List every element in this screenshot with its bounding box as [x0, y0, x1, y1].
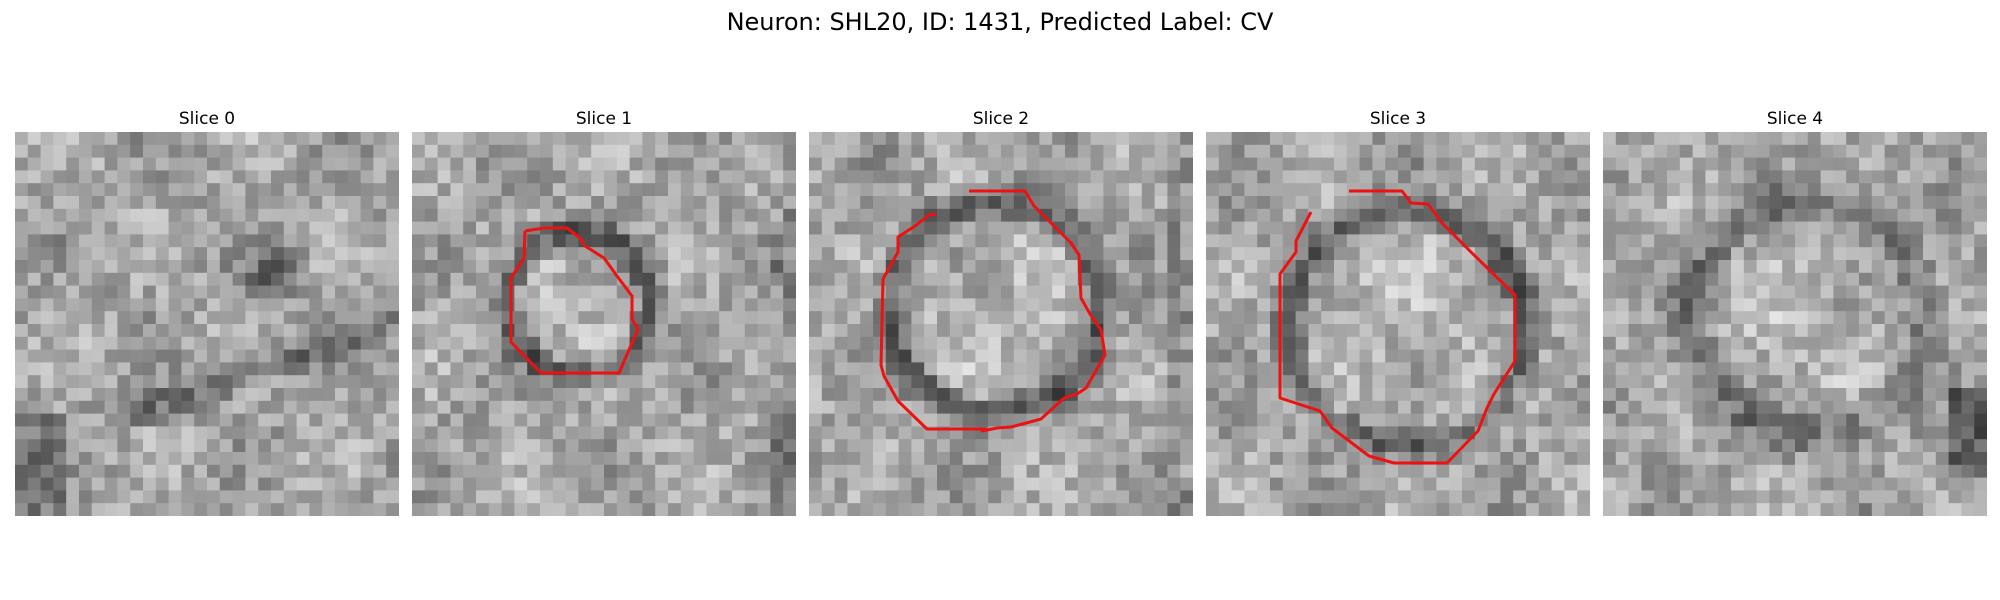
slice-panel-3: Slice 3 — [1206, 108, 1590, 516]
segmentation-contour — [1278, 189, 1517, 465]
pixel-grid — [1603, 132, 1987, 516]
slice-image — [809, 132, 1193, 516]
pixel-grid — [15, 132, 399, 516]
segmentation-contour — [879, 189, 1107, 433]
slice-title: Slice 4 — [1766, 109, 1824, 129]
slice-title: Slice 2 — [972, 109, 1030, 129]
slice-title: Slice 3 — [1369, 109, 1427, 129]
figure-title: Neuron: SHL20, ID: 1431, Predicted Label… — [726, 8, 1274, 36]
slice-panel-2: Slice 2 — [809, 108, 1193, 516]
slice-title: Slice 0 — [178, 109, 236, 129]
slice-panel-4: Slice 4 — [1603, 108, 1987, 516]
segmentation-contour — [509, 226, 640, 375]
slice-image — [412, 132, 796, 516]
pixel-grid — [809, 132, 1193, 516]
slice-panel-1: Slice 1 — [412, 108, 796, 516]
slice-image — [1206, 132, 1590, 516]
pixel-grid — [412, 132, 796, 516]
slice-title: Slice 1 — [575, 109, 633, 129]
slice-panel-0: Slice 0 — [15, 108, 399, 516]
pixel-grid — [1206, 132, 1590, 516]
slice-image — [15, 132, 399, 516]
slice-image — [1603, 132, 1987, 516]
